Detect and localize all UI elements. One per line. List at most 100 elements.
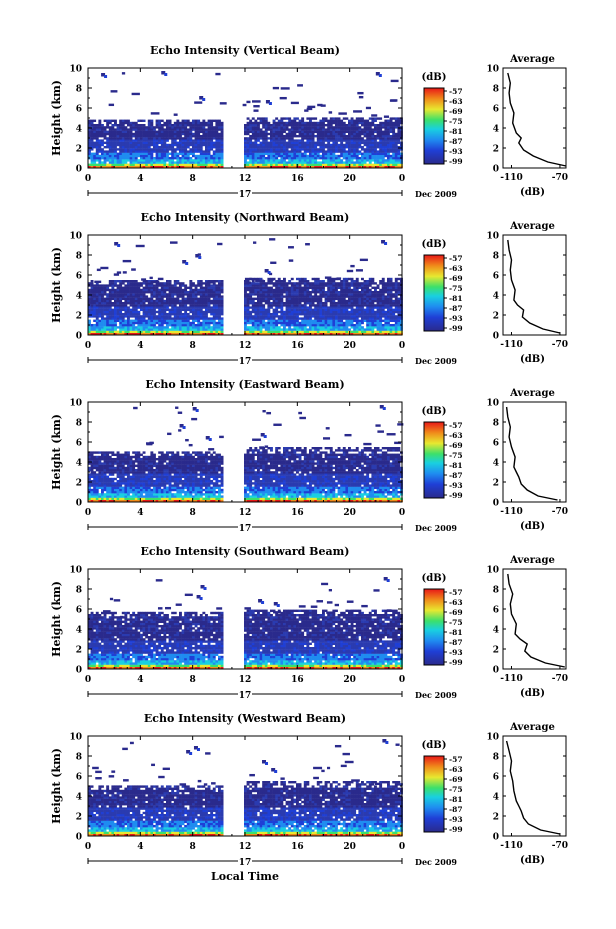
heatmap-cell xyxy=(272,135,276,138)
heatmap-cell xyxy=(262,121,266,125)
heatmap-cell xyxy=(137,143,141,147)
heatmap-cell xyxy=(142,332,146,336)
heatmap-cell xyxy=(106,310,110,314)
heatmap-cell xyxy=(181,308,185,311)
heatmap-cell xyxy=(262,137,266,140)
heatmap-cell xyxy=(114,330,117,333)
heatmap-cell xyxy=(145,313,149,316)
heatmap-cell xyxy=(93,328,97,331)
heatmap-cell xyxy=(329,148,333,151)
heatmap-cell xyxy=(290,163,294,166)
heatmap-cell xyxy=(371,297,375,300)
heatmap-cell xyxy=(374,143,377,147)
heatmap-cell xyxy=(207,128,211,131)
heatmap-cell xyxy=(371,139,375,142)
heatmap-cell xyxy=(371,280,375,283)
heatmap-cell xyxy=(147,126,151,129)
heatmap-cell xyxy=(202,130,206,133)
heatmap-cell xyxy=(311,299,315,303)
heatmap-cell xyxy=(173,315,177,318)
heatmap-cell xyxy=(285,304,289,307)
heatmap-cell xyxy=(116,304,120,307)
heatmap-cell xyxy=(202,128,206,131)
heatmap-cell xyxy=(285,132,289,136)
heatmap-cell xyxy=(283,139,286,142)
heatmap-cell xyxy=(348,161,351,164)
heatmap-cell xyxy=(192,297,195,300)
heatmap-cell xyxy=(88,143,91,147)
heatmap-cell xyxy=(186,313,190,316)
heatmap-cell xyxy=(254,324,258,327)
heatmap-cell xyxy=(306,293,310,296)
heatmap-cell xyxy=(254,308,258,311)
heatmap-cell xyxy=(335,330,338,333)
heatmap-cell xyxy=(374,310,377,314)
heatmap-cell xyxy=(103,297,107,300)
heatmap-cell xyxy=(176,157,180,160)
heatmap-cell xyxy=(324,297,328,300)
heatmap-cell xyxy=(376,299,380,303)
heatmap-cell xyxy=(275,143,279,147)
heatmap-cell xyxy=(220,165,224,169)
heatmap-cell xyxy=(337,121,341,125)
heatmap-cell xyxy=(163,143,167,147)
heatmap-cell xyxy=(158,124,162,127)
heatmap-cell xyxy=(389,157,393,160)
heatmap-cell xyxy=(199,315,203,318)
heatmap-cell xyxy=(212,284,216,287)
heatmap-cell xyxy=(361,161,364,164)
heatmap-cell xyxy=(264,141,268,144)
heatmap-cell xyxy=(179,165,182,169)
heatmap-cell xyxy=(176,328,180,331)
heatmap-cell xyxy=(176,130,180,133)
heatmap-cell xyxy=(329,328,333,331)
heatmap-cell xyxy=(288,291,292,294)
heatmap-cell xyxy=(254,317,258,320)
heatmap-cell xyxy=(379,299,383,303)
heatmap-cell xyxy=(197,143,201,147)
heatmap-cell xyxy=(329,332,333,336)
heatmap-cell xyxy=(387,319,390,322)
heatmap-cell xyxy=(353,293,357,296)
heatmap-cell xyxy=(134,284,138,287)
heatmap-cell xyxy=(366,299,370,303)
heatmap-cell xyxy=(311,330,315,333)
heatmap-cell xyxy=(129,161,133,164)
heatmap-cell xyxy=(121,146,125,149)
heatmap-cell xyxy=(134,308,138,311)
heatmap-cell xyxy=(124,159,128,162)
avg-frame xyxy=(502,67,567,169)
heatmap-cell xyxy=(270,304,273,307)
heatmap-cell xyxy=(98,139,102,142)
heatmap-cell xyxy=(124,321,128,325)
heatmap-cell xyxy=(129,148,133,151)
heatmap-cell xyxy=(186,324,190,327)
heatmap-cell xyxy=(220,161,224,164)
heatmap-cell xyxy=(376,126,380,129)
heatmap-cell xyxy=(361,302,364,305)
heatmap-cell xyxy=(358,299,362,303)
heatmap-cell xyxy=(262,157,266,160)
heatmap-cell xyxy=(158,297,162,300)
heatmap-cell xyxy=(316,306,320,309)
heatmap-cell xyxy=(345,154,349,158)
heatmap-cell xyxy=(155,286,159,289)
heatmap-cell xyxy=(181,295,185,298)
heatmap-cell xyxy=(129,154,133,158)
heatmap-cell xyxy=(93,326,97,329)
heatmap-cell xyxy=(301,124,305,127)
heatmap-cell xyxy=(275,313,279,316)
avg-x-tick-label: -110 xyxy=(500,173,523,183)
heatmap-cell xyxy=(179,130,182,133)
heatmap-cell xyxy=(129,315,133,318)
heatmap-cell xyxy=(397,154,401,158)
heatmap-cell xyxy=(205,159,208,162)
heatmap-cell xyxy=(332,317,336,320)
heatmap-cell xyxy=(361,291,364,294)
heatmap-cell xyxy=(267,328,271,331)
heatmap-cell xyxy=(366,284,370,287)
heatmap-cell xyxy=(363,152,367,155)
heatmap-cell xyxy=(293,128,297,131)
heatmap-cell xyxy=(134,128,138,131)
heatmap-cell xyxy=(285,284,289,287)
